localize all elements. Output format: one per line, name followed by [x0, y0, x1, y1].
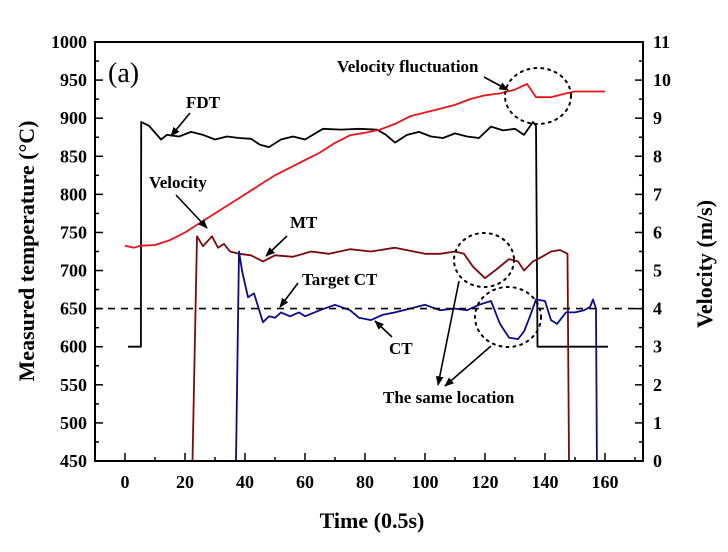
y-tick-label: 1000: [51, 32, 87, 52]
y-tick-label: 900: [60, 108, 87, 128]
x-tick-label: 160: [592, 472, 619, 492]
arrow-target-ct: [279, 282, 299, 308]
ellipse-ct-same-location: [474, 286, 542, 348]
y2-tick-label: 8: [653, 146, 662, 166]
arrow-velocity: [175, 194, 208, 229]
x-tick-label: 20: [176, 472, 194, 492]
x-tick-label: 40: [236, 472, 254, 492]
annotation-fdt: FDT: [186, 93, 221, 112]
y-tick-label: 950: [60, 70, 87, 90]
y2-tick-label: 4: [653, 299, 662, 319]
annotation-ct: CT: [389, 339, 413, 358]
x-tick-label: 120: [472, 472, 499, 492]
ellipse-velocity-fluctuation: [504, 67, 572, 125]
y2-tick-label: 9: [653, 108, 662, 128]
x-axis-title: Time (0.5s): [320, 508, 425, 533]
panel-label: (a): [108, 58, 139, 89]
x-tick-label: 0: [121, 472, 130, 492]
y-tick-label: 850: [60, 146, 87, 166]
y-tick-label: 550: [60, 375, 87, 395]
plot-lines: [95, 83, 643, 461]
annotation-velocity: Velocity: [149, 173, 207, 192]
x-tick-label: 140: [532, 472, 559, 492]
annotation-same-location: The same location: [383, 388, 515, 407]
x-tick-label: 80: [356, 472, 374, 492]
arrow-same-location-mt: [435, 280, 460, 386]
series-line-velocity: [124, 83, 605, 249]
arrow-same-location-ct: [444, 345, 492, 387]
y-tick-label: 600: [60, 337, 87, 357]
annotation-velocity-fluctuation: Velocity fluctuation: [337, 57, 479, 76]
y-tick-label: 450: [60, 451, 87, 471]
annotation-mt: MT: [290, 213, 318, 232]
arrow-velocity-fluctuation: [483, 76, 509, 91]
y-tick-label: 750: [60, 222, 87, 242]
arrow-ct: [374, 320, 393, 338]
arrow-mt: [265, 235, 288, 257]
x-tick-label: 100: [412, 472, 439, 492]
y2-tick-label: 10: [653, 70, 671, 90]
y-tick-label: 800: [60, 184, 87, 204]
series-line-fdt: [128, 121, 608, 348]
ellipse-mt-same-location: [453, 232, 515, 288]
x-tick-label: 60: [296, 472, 314, 492]
annotations: [170, 67, 572, 387]
y2-tick-label: 0: [653, 451, 662, 471]
y-tick-label: 500: [60, 413, 87, 433]
annotation-target-ct: Target CT: [302, 270, 378, 289]
series-line-ct: [235, 250, 598, 461]
arrow-fdt: [170, 112, 191, 137]
y2-tick-label: 6: [653, 222, 662, 242]
y2-tick-label: 5: [653, 261, 662, 281]
y2-tick-label: 11: [653, 32, 670, 52]
y2-tick-label: 1: [653, 413, 662, 433]
axis-ticks: 0 20 40 60 80 100 120 140 1604505005506006507007…: [51, 32, 671, 492]
y2-tick-label: 3: [653, 337, 662, 357]
y2-tick-label: 7: [653, 184, 662, 204]
y2-axis-title: Velocity (m/s): [692, 200, 717, 328]
series-line-mt: [191, 235, 570, 461]
y-axis-title: Measured temperature (°C): [14, 121, 39, 382]
y-tick-label: 650: [60, 299, 87, 319]
y-tick-label: 700: [60, 261, 87, 281]
y2-tick-label: 2: [653, 375, 662, 395]
